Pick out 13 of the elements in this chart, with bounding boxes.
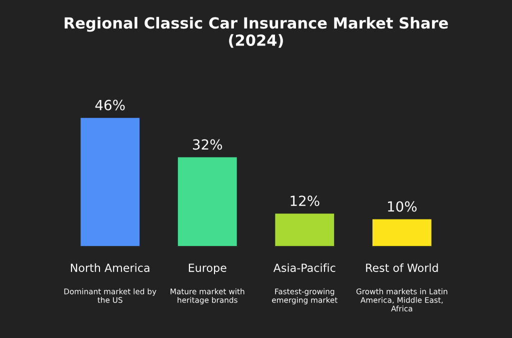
- data-label: 46%: [95, 100, 125, 110]
- data-label: 10%: [388, 201, 417, 212]
- x-tick-label: North America: [70, 263, 150, 272]
- data-label: 12%: [290, 196, 320, 206]
- data-label: 32%: [192, 139, 222, 150]
- x-tick-label: Rest of World: [366, 263, 438, 272]
- bar: [274, 212, 336, 247]
- x-tick-label: Europe: [188, 264, 226, 274]
- bar: [79, 116, 141, 247]
- bar: [371, 218, 433, 247]
- chart-title: Regional Classic Car Insurance Market Share (2024): [64, 16, 448, 48]
- bar: [176, 156, 238, 247]
- x-tick-label: Asia-Pacific: [273, 263, 336, 272]
